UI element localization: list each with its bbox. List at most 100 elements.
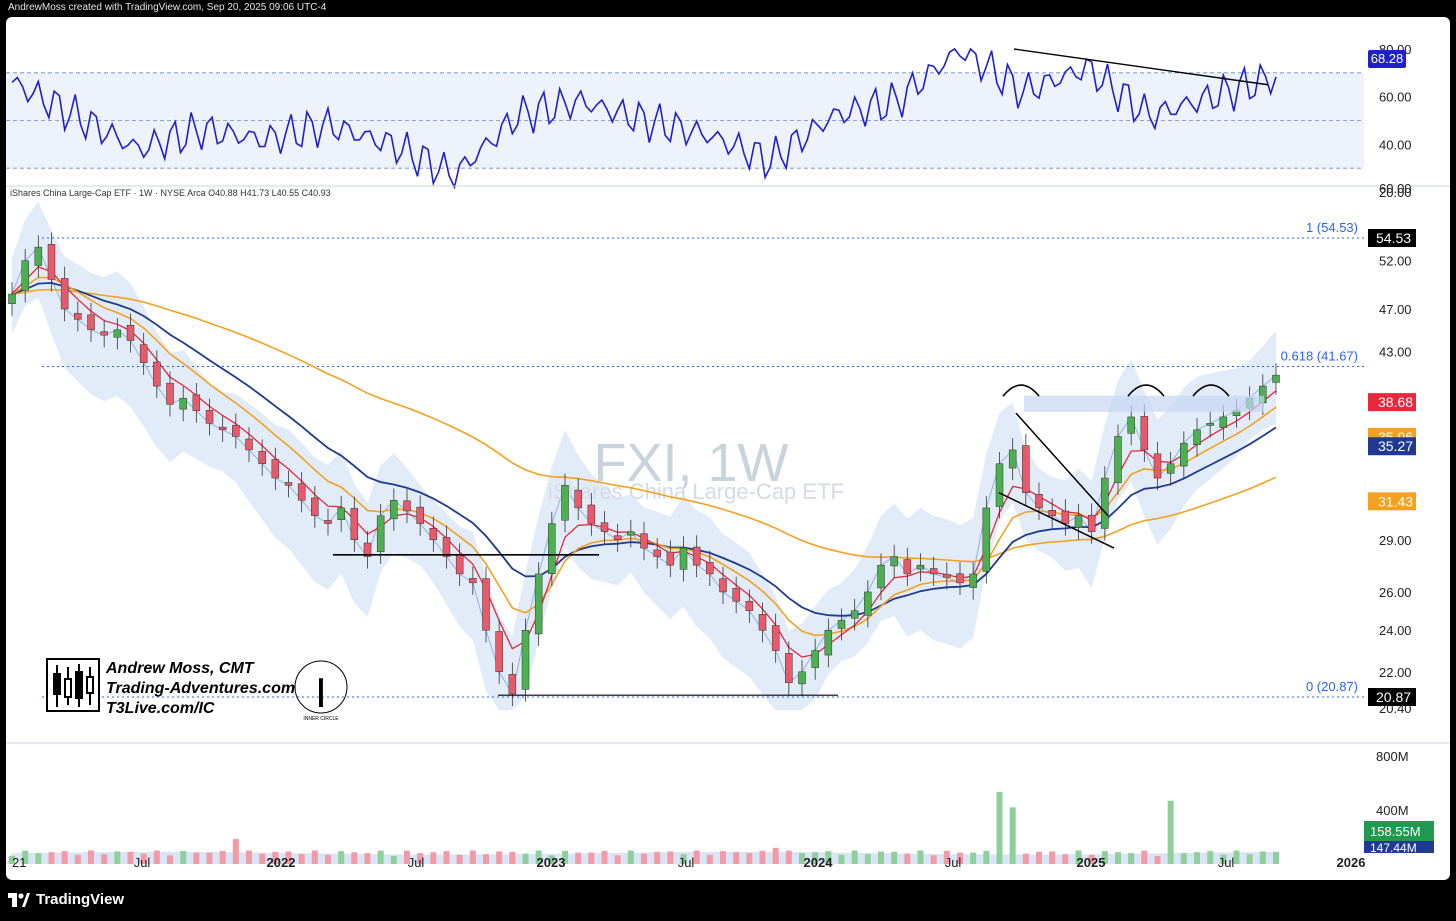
- volume-bar: [74, 854, 81, 864]
- candle: [495, 619, 503, 684]
- candle: [1272, 363, 1280, 395]
- price-tick-label: 52.00: [1379, 254, 1412, 269]
- rsi-last-tag-bg: [1368, 50, 1406, 68]
- volume-bar: [206, 852, 213, 864]
- candle: [692, 535, 701, 578]
- candle-body: [258, 450, 266, 465]
- candle: [1140, 404, 1149, 463]
- price-tag: 38.68: [1378, 394, 1413, 410]
- candle-body: [271, 459, 280, 479]
- candle: [1206, 411, 1214, 438]
- volume-bar: [1273, 851, 1279, 864]
- candle: [429, 516, 438, 552]
- candle: [416, 495, 424, 536]
- candle-body: [390, 500, 398, 520]
- candle: [376, 503, 385, 564]
- wedge-line-upper: [1015, 412, 1109, 517]
- candle-body: [587, 504, 596, 524]
- volume-bar: [1062, 854, 1069, 864]
- candle-body: [139, 344, 148, 364]
- volume-bar: [522, 853, 529, 864]
- volume-last-tag-bg: [1364, 821, 1434, 841]
- price-tick-label: 43.00: [1379, 345, 1412, 360]
- volume-bar: [548, 855, 555, 864]
- price-tag-bg: [1368, 393, 1416, 412]
- volume-bar: [167, 855, 173, 864]
- candle-body: [548, 523, 556, 574]
- volume-bar: [101, 854, 108, 864]
- volume-bar: [812, 852, 819, 864]
- candle-body: [798, 671, 806, 685]
- volume-bar: [759, 850, 766, 864]
- candle-body: [706, 562, 714, 575]
- price-axis: 60.00 52.00 47.00 43.00 29.00 26.00 24.00 22.00…: [1368, 181, 1416, 716]
- candle-body: [1206, 423, 1214, 426]
- candle: [1008, 438, 1017, 481]
- price-tick-label: 22.00: [1379, 665, 1412, 680]
- candle-body: [87, 314, 95, 331]
- time-tick-label: 2023: [537, 855, 566, 870]
- candle: [337, 496, 345, 532]
- tradingview-logo[interactable]: TradingView: [8, 891, 124, 908]
- candle: [587, 493, 596, 536]
- candle-body: [205, 410, 214, 424]
- candle: [442, 525, 451, 569]
- volume-bar: [930, 855, 937, 864]
- volume-bar: [311, 850, 318, 864]
- price-tick-label: 26.00: [1379, 585, 1412, 600]
- candle: [297, 471, 306, 513]
- candle: [574, 478, 582, 521]
- volume-bar: [417, 853, 424, 864]
- time-tick-label: Jul: [408, 855, 425, 870]
- volume-last-tag: 158.55M: [1370, 824, 1421, 839]
- candle-body: [969, 573, 977, 588]
- candle: [864, 580, 872, 628]
- volume-bar: [983, 850, 990, 864]
- candle: [719, 566, 727, 605]
- volume-bar: [351, 852, 358, 864]
- candle-body: [1180, 442, 1188, 467]
- candle: [969, 562, 977, 600]
- candle: [1035, 482, 1043, 521]
- volume-bar: [720, 851, 726, 864]
- candle: [74, 301, 82, 332]
- volume-bar: [9, 855, 15, 864]
- candle: [521, 618, 530, 702]
- candle: [100, 319, 108, 348]
- tradingview-wordmark: TradingView: [36, 891, 125, 908]
- candle-logo-icon: [53, 664, 94, 707]
- volume-avg-tag: 147.44M: [1370, 841, 1417, 855]
- candle-body: [1272, 374, 1280, 383]
- volume-bar: [614, 855, 621, 864]
- candle-body: [324, 520, 332, 524]
- chart-frame[interactable]: 80.00 60.00 40.00 20.00 68.28 FXI, 1W iShar…: [6, 17, 1450, 880]
- fib-levels: 1 (54.53) 0.618 (41.67) 0 (20.87): [42, 220, 1364, 698]
- candle: [877, 553, 885, 601]
- volume-bar: [825, 851, 832, 864]
- volume-bar: [575, 852, 582, 864]
- candle-body: [376, 515, 385, 553]
- arc-drawing: [1127, 384, 1165, 397]
- volume-bar: [1049, 851, 1056, 864]
- candle-body: [1022, 445, 1030, 493]
- volume-bar: [1128, 853, 1135, 864]
- volume-bar: [88, 850, 94, 864]
- price-tick-label: 29.00: [1379, 533, 1412, 548]
- volume-bar: [706, 854, 713, 864]
- candle: [218, 415, 227, 442]
- volume-bar: [193, 852, 200, 864]
- price-tag: 35.27: [1378, 438, 1413, 454]
- candle: [8, 282, 16, 316]
- candle-body: [166, 382, 174, 405]
- candle: [1166, 451, 1175, 486]
- candle: [1048, 498, 1056, 528]
- candle: [1061, 499, 1070, 536]
- volume-bar: [733, 852, 740, 864]
- volume-bar: [35, 853, 42, 864]
- volume-bar: [627, 850, 634, 864]
- volume-bar: [390, 855, 397, 864]
- candle-body: [8, 293, 16, 304]
- candle: [311, 486, 319, 528]
- candle-body: [100, 331, 108, 336]
